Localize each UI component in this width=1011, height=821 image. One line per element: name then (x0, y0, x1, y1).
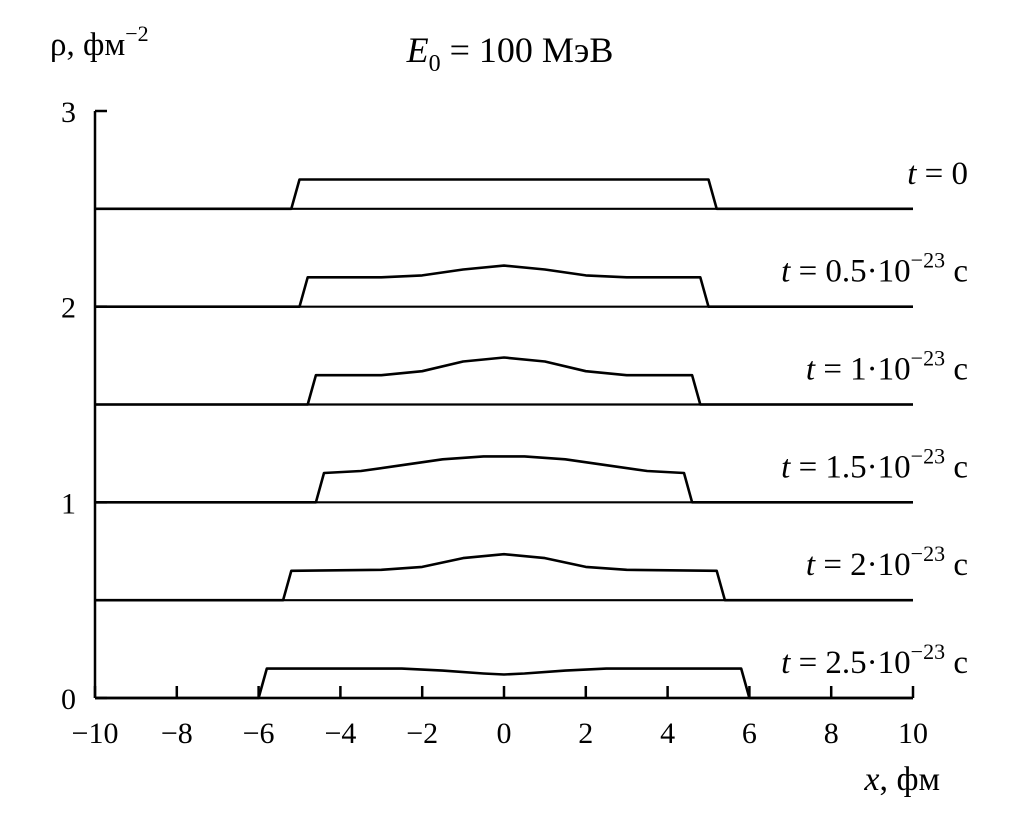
x-tick-label: −4 (324, 717, 356, 750)
x-tick-label: 0 (497, 717, 512, 750)
series-line-3 (95, 455, 913, 504)
x-tick-label: 8 (824, 717, 839, 750)
axes: −10 −8 −6 −4 −2 0 2 4 6 8 10 0 1 2 3 (61, 96, 928, 750)
x-tick-label: −2 (406, 717, 438, 750)
series-line-5 (95, 667, 913, 700)
x-tick-label: −10 (72, 717, 119, 750)
x-axis-var: x (863, 761, 879, 798)
y-tick-label: 2 (61, 292, 76, 325)
series-line-2 (95, 356, 913, 406)
y-axis-exponent: −2 (125, 21, 148, 46)
series-label-3: t = 1.5·10−23 с (781, 443, 968, 485)
series-line-4 (95, 552, 913, 602)
x-axis-label: x, фм (863, 761, 940, 798)
series-label-1: t = 0.5·10−23 с (781, 248, 968, 290)
y-tick-label: 1 (61, 487, 76, 520)
y-axis-unit: , фм (66, 27, 125, 63)
y-axis-symbol: ρ (50, 27, 66, 63)
series-label-5: t = 2.5·10−23 с (781, 639, 968, 681)
title-sub: 0 (429, 51, 441, 77)
x-tick-label: 6 (742, 717, 757, 750)
profile-lines (95, 178, 913, 700)
y-tick-label: 3 (61, 96, 76, 129)
title-var: E (406, 30, 429, 70)
x-tick-label: 2 (578, 717, 593, 750)
y-axis-label: ρ, фм−2 (50, 21, 149, 63)
x-tick-label: 10 (898, 717, 928, 750)
x-tick-label: −8 (161, 717, 193, 750)
x-tick-label: 4 (660, 717, 675, 750)
series-label-2: t = 1·10−23 с (806, 346, 968, 388)
y-tick-label: 0 (61, 683, 76, 716)
title-rest: = 100 МэВ (441, 30, 614, 70)
chart-title: E0 = 100 МэВ (406, 30, 614, 77)
series-line-1 (95, 264, 913, 309)
x-tick-label: −6 (243, 717, 275, 750)
series-line-0 (95, 178, 913, 211)
series-labels: t = 0 t = 0.5·10−23 с t = 1·10−23 с t = 1.5… (781, 156, 968, 681)
series-label-0: t = 0 (907, 156, 968, 192)
x-axis-unit: , фм (879, 761, 940, 798)
series-label-4: t = 2·10−23 с (806, 541, 968, 583)
